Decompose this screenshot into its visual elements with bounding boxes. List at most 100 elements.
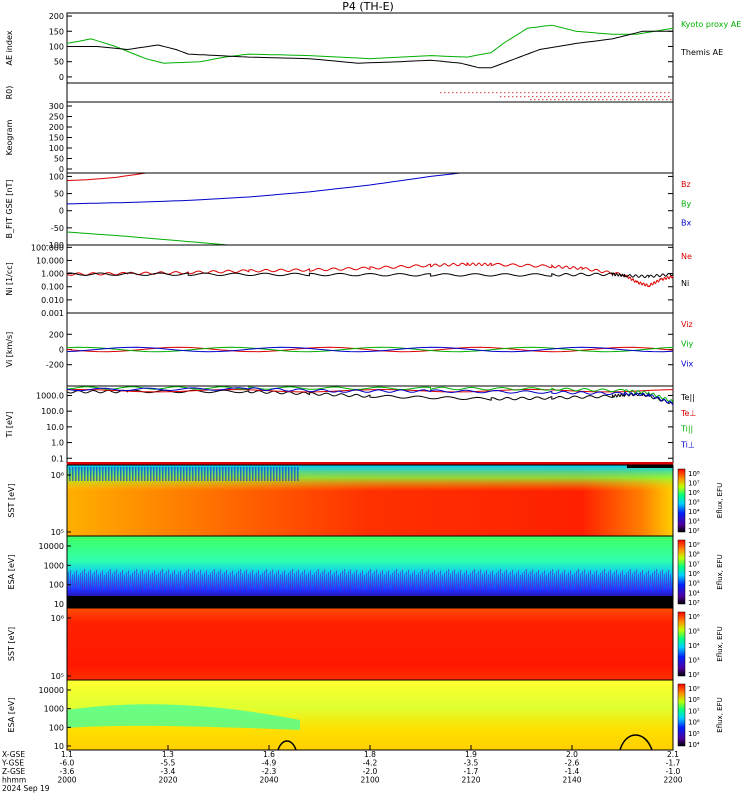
colorbar-tick: 10² xyxy=(688,671,700,679)
colorbar-label: Eflux, EFU xyxy=(716,697,724,732)
sst-e-stripe xyxy=(123,467,125,481)
density-panel: 100.000 10.000 1.000 0.100 0.010 0.001 Ni [1/c… xyxy=(5,243,692,318)
r0-dot xyxy=(644,96,646,98)
density-legend-0: Ne xyxy=(681,252,692,261)
esa-e-noise xyxy=(350,569,351,591)
esa-e-noise xyxy=(648,570,649,590)
colorbar-tick: 10⁶ xyxy=(688,719,700,727)
x-tick-hhmm: 2100 xyxy=(360,776,379,785)
esa-e-noise xyxy=(604,569,605,591)
y-tick-label: 100.0 xyxy=(41,407,64,416)
esa-e-noise xyxy=(426,571,427,589)
esa-e-noise xyxy=(638,574,639,586)
y-tick-label: 50 xyxy=(54,190,64,199)
esa_i-colorbar: 10⁹ 10⁸ 10⁷ 10⁶ 10⁵ 10⁴ Eflux, EFU xyxy=(677,683,724,749)
esa-e-noise xyxy=(104,575,105,585)
r0-dot xyxy=(488,92,490,94)
esa-e-noise xyxy=(560,574,561,586)
esa-e-noise xyxy=(258,570,259,590)
esa-e-noise xyxy=(366,573,367,587)
esa-e-noise xyxy=(328,572,329,588)
esa-e-noise xyxy=(546,575,547,585)
temperature-legend-3: Ti⊥ xyxy=(680,440,695,449)
esa-e-noise xyxy=(76,570,77,590)
r0-dot xyxy=(476,92,478,94)
sst-e-stripe xyxy=(219,467,221,481)
esa-e-noise xyxy=(158,573,159,587)
esa-e-noise xyxy=(534,574,535,586)
x-tick-hhmm: 2040 xyxy=(259,776,278,785)
esa-e-noise xyxy=(290,571,291,589)
esa-e-noise xyxy=(348,571,349,589)
esa-e-noise xyxy=(288,573,289,587)
sst-e-stripe xyxy=(162,467,164,481)
y-tick-label: 0.100 xyxy=(41,283,64,292)
esa-e-noise xyxy=(98,574,99,586)
x-tick-zgse: -2.3 xyxy=(262,767,277,776)
esa-e-noise xyxy=(300,574,301,586)
sst-e-stripe xyxy=(117,467,119,481)
colorbar-tick: 10⁴ xyxy=(688,741,700,749)
sst-e-stripe xyxy=(216,467,218,481)
x-tick-xgse: 1.1 xyxy=(61,750,73,759)
y-tick-label: 1000 xyxy=(44,705,64,714)
esa-e-noise xyxy=(488,574,489,586)
esa-e-noise xyxy=(530,571,531,589)
y-tick-label: 10 xyxy=(54,600,64,609)
esa-e-noise xyxy=(424,573,425,587)
esa-e-noise xyxy=(376,569,377,591)
sst-e-stripe xyxy=(252,467,254,481)
esa-e-noise xyxy=(110,569,111,591)
esa-e-noise xyxy=(574,573,575,587)
sst-e-stripe xyxy=(264,467,266,481)
colorbar-label: Eflux, EFU xyxy=(716,626,724,661)
temperature-series-ti xyxy=(67,387,673,406)
esa-e-noise xyxy=(662,569,663,591)
velocity-legend-0: Viz xyxy=(681,320,693,329)
r0-dot xyxy=(644,92,646,94)
ephemeris-row-label: hhmm xyxy=(2,776,26,785)
esa-e-noise xyxy=(410,574,411,586)
esa-e-noise xyxy=(460,570,461,590)
esa-e-noise xyxy=(118,574,119,586)
esa-e-noise xyxy=(90,569,91,591)
r0-dot xyxy=(546,99,548,101)
sst-e-stripe xyxy=(270,467,272,481)
esa-e-noise xyxy=(540,574,541,586)
esa-e-noise xyxy=(262,573,263,587)
esa-e-noise xyxy=(264,571,265,589)
esa-e-noise xyxy=(582,571,583,589)
r0-dot xyxy=(500,96,502,98)
esa-e-noise xyxy=(428,569,429,591)
r0-dot xyxy=(624,96,626,98)
sst-e-stripe xyxy=(186,467,188,481)
y-tick-label: 0 xyxy=(59,73,64,82)
esa-e-noise xyxy=(382,570,383,590)
r0-dot xyxy=(586,99,588,101)
y-tick-label: 10 xyxy=(54,742,64,751)
r0-dot xyxy=(612,96,614,98)
y-tick-label: 0.1 xyxy=(51,454,64,463)
esa-e-noise xyxy=(190,573,191,587)
esa-e-noise xyxy=(566,574,567,586)
esa-e-noise xyxy=(592,574,593,586)
sst_i-spectrogram xyxy=(67,608,673,680)
sst-e-stripe xyxy=(195,467,197,481)
esa-e-noise xyxy=(652,573,653,587)
esa-e-noise xyxy=(576,571,577,589)
esa-e-noise xyxy=(406,572,407,588)
esa-e-noise xyxy=(102,570,103,590)
esa-e-noise xyxy=(612,574,613,586)
esa-e-noise xyxy=(188,569,189,591)
esa-e-noise xyxy=(596,570,597,590)
esa-e-noise xyxy=(600,573,601,587)
r0-dot xyxy=(440,92,442,94)
ephemeris-row-label: Y-GSE xyxy=(1,759,24,768)
esa-e-noise xyxy=(356,570,357,590)
sst-e-stripe xyxy=(165,467,167,481)
r0-dot xyxy=(620,92,622,94)
esa-e-noise xyxy=(140,571,141,589)
